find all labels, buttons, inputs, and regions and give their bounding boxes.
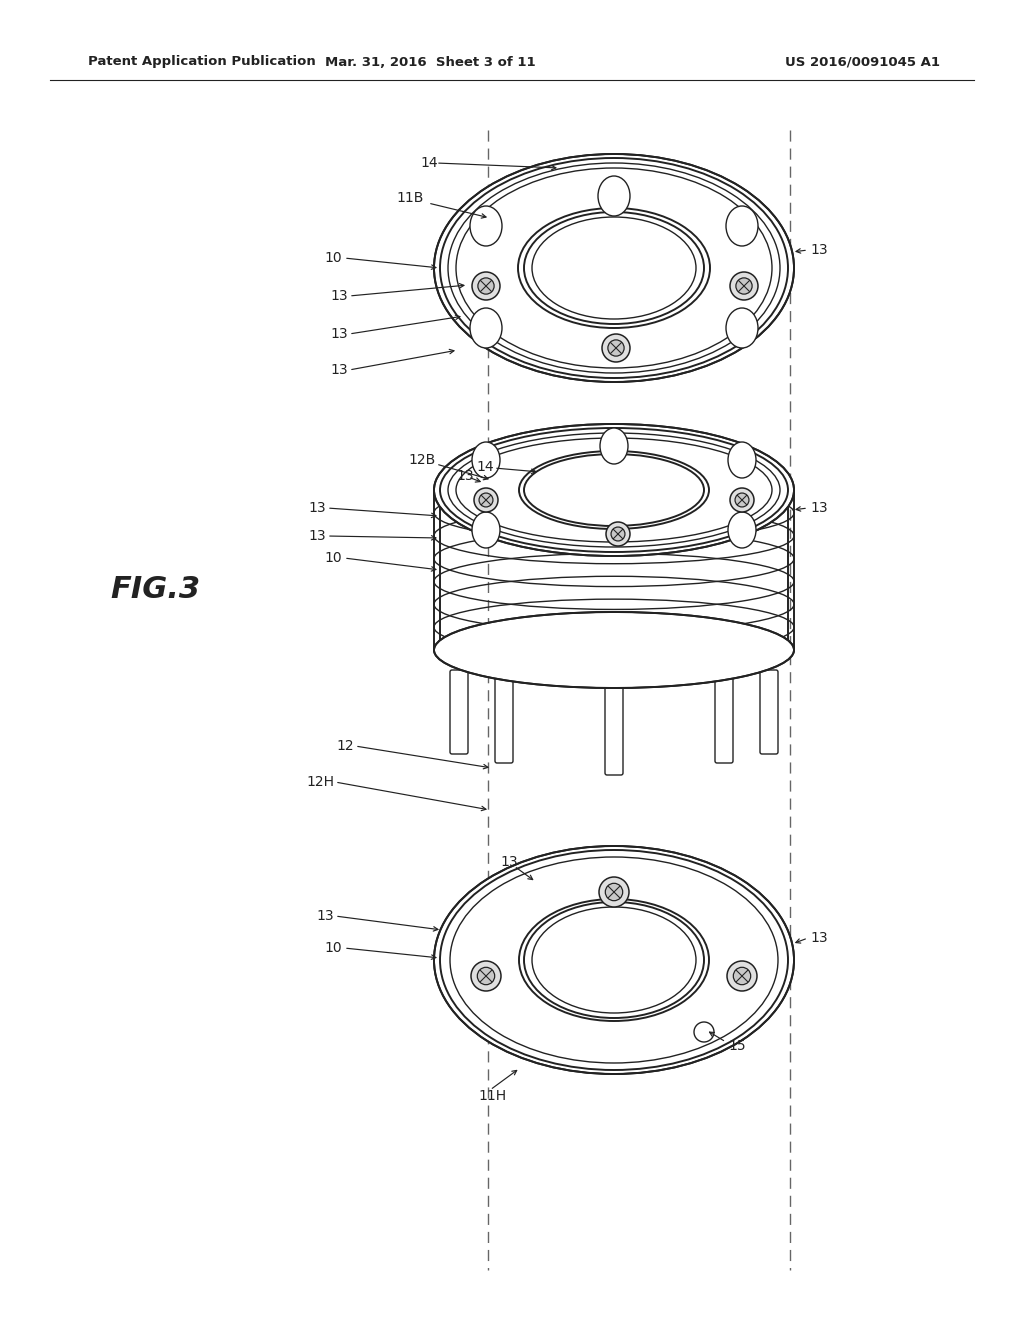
Circle shape [479,494,493,507]
Text: 13: 13 [500,855,517,869]
Ellipse shape [728,512,756,548]
FancyBboxPatch shape [450,671,468,754]
Text: 13: 13 [308,529,326,543]
Circle shape [727,961,757,991]
Circle shape [730,272,758,300]
Ellipse shape [600,428,628,465]
Text: 12: 12 [336,739,354,752]
Circle shape [478,279,495,294]
FancyBboxPatch shape [760,671,778,754]
Text: 10: 10 [325,550,342,565]
Ellipse shape [472,512,500,548]
Circle shape [472,272,500,300]
Text: 11H: 11H [478,1089,506,1104]
Text: 14: 14 [476,459,494,474]
Circle shape [599,876,629,907]
Circle shape [735,494,749,507]
Circle shape [736,279,752,294]
Circle shape [471,961,501,991]
Text: 13: 13 [810,502,827,515]
Ellipse shape [519,451,709,529]
FancyBboxPatch shape [495,675,513,763]
Text: 13: 13 [331,327,348,341]
Text: 12H: 12H [306,775,334,789]
Text: 13: 13 [810,243,827,257]
Ellipse shape [434,846,794,1074]
Circle shape [474,488,498,512]
Text: 13: 13 [456,469,474,483]
Circle shape [606,521,630,546]
Circle shape [605,883,623,900]
Text: US 2016/0091045 A1: US 2016/0091045 A1 [785,55,940,69]
Text: FIG.3: FIG.3 [110,576,200,605]
Circle shape [730,488,754,512]
Text: Patent Application Publication: Patent Application Publication [88,55,315,69]
Ellipse shape [434,424,794,556]
Ellipse shape [470,308,502,348]
Polygon shape [434,490,794,649]
Text: 10: 10 [325,251,342,265]
Ellipse shape [434,154,794,381]
Text: 11B: 11B [396,191,423,205]
Circle shape [694,1022,714,1041]
Circle shape [611,527,625,541]
Text: 14: 14 [420,156,437,170]
Circle shape [602,334,630,362]
Text: Mar. 31, 2016  Sheet 3 of 11: Mar. 31, 2016 Sheet 3 of 11 [325,55,536,69]
Text: 15: 15 [728,1039,745,1053]
Text: 13: 13 [316,909,334,923]
Ellipse shape [470,206,502,246]
Ellipse shape [472,442,500,478]
Text: 10: 10 [325,941,342,954]
Text: 13: 13 [308,502,326,515]
Ellipse shape [518,209,710,327]
Text: 12B: 12B [408,453,435,467]
Ellipse shape [726,308,758,348]
Ellipse shape [434,612,794,688]
FancyBboxPatch shape [605,686,623,775]
Circle shape [608,339,624,356]
Circle shape [477,968,495,985]
FancyBboxPatch shape [715,675,733,763]
Text: 13: 13 [331,363,348,378]
Text: 13: 13 [810,931,827,945]
Circle shape [733,968,751,985]
Ellipse shape [728,442,756,478]
Ellipse shape [726,206,758,246]
Text: 13: 13 [331,289,348,304]
Ellipse shape [598,176,630,216]
